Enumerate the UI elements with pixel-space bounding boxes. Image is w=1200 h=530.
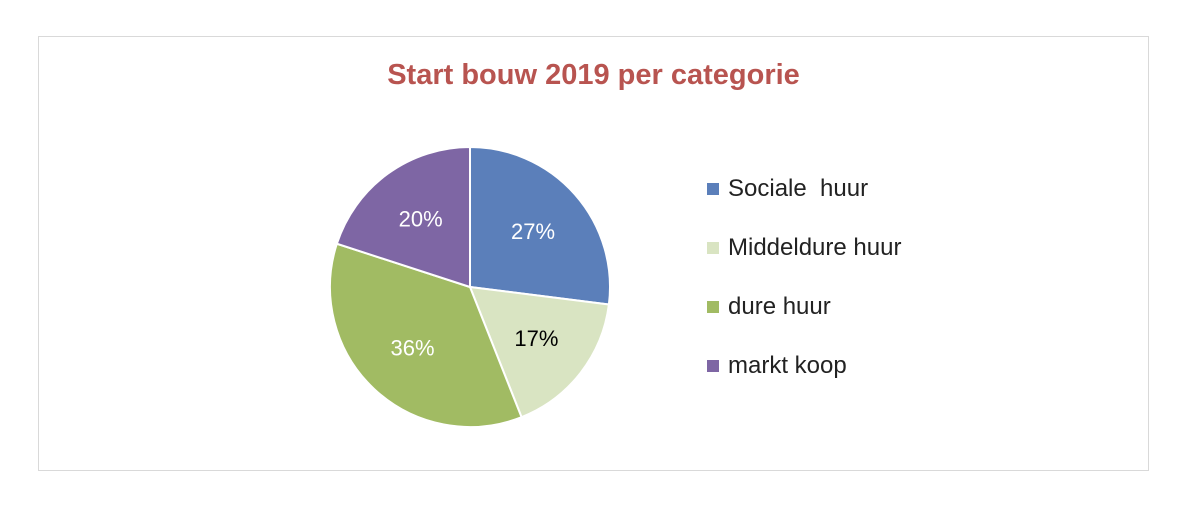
legend-swatch	[707, 359, 719, 372]
legend-item: Middeldure huur	[707, 218, 901, 277]
legend-item: dure huur	[707, 277, 901, 336]
legend-label: dure huur	[728, 292, 831, 320]
pie-chart: 27% 17% 36% 20%	[329, 145, 611, 428]
chart-title: Start bouw 2019 per categorie	[387, 59, 800, 91]
pie-slice-3	[335, 145, 471, 289]
chart-frame: Start bouw 2019 per categorie 27% 17% 36% 2…	[38, 36, 1149, 471]
legend-label: Middeldure huur	[728, 233, 902, 261]
legend-item: markt koop	[707, 336, 901, 395]
chart-legend: Sociale huur Middeldure huur dure huur mark…	[707, 159, 901, 395]
legend-label: Sociale huur	[728, 174, 869, 202]
pie-slice-0	[469, 145, 611, 306]
legend-swatch	[707, 182, 719, 195]
legend-label: markt koop	[728, 351, 847, 379]
legend-item: Sociale huur	[707, 159, 901, 218]
pie-data-label-0: 27%	[511, 219, 555, 244]
legend-swatch	[707, 241, 719, 254]
pie-slice-1	[468, 285, 611, 419]
legend-swatch	[707, 300, 719, 313]
pie-slice-2	[329, 242, 523, 428]
pie-data-label-2: 36%	[390, 336, 434, 361]
pie-data-label-1: 17%	[514, 326, 558, 351]
pie-data-label-3: 20%	[399, 207, 443, 232]
